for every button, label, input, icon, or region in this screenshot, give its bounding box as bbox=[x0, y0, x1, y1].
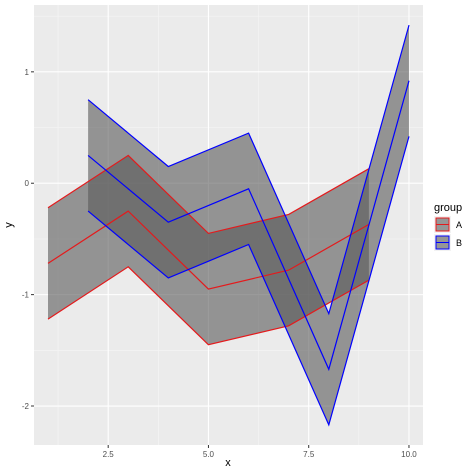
x-tick-label: 2.5 bbox=[103, 450, 115, 459]
y-axis-title: y bbox=[3, 222, 15, 228]
ribbon-bands bbox=[48, 25, 409, 425]
legend-title: group bbox=[434, 202, 462, 214]
y-axis-ticks: -2 -1 0 1 bbox=[22, 68, 34, 411]
y-tick-label: 1 bbox=[25, 68, 30, 77]
y-tick-label: 0 bbox=[25, 179, 30, 188]
y-tick-label: -2 bbox=[22, 402, 30, 411]
ribbon-lower-edge-b bbox=[87, 136, 410, 427]
ribbon-upper-edge-b bbox=[87, 24, 410, 316]
series-line-b bbox=[87, 80, 410, 372]
x-tick-label: 5.0 bbox=[203, 450, 215, 459]
ribbon-band-b bbox=[88, 25, 409, 425]
x-tick-label: 10.0 bbox=[401, 450, 417, 459]
x-axis-ticks: 2.5 5.0 7.5 10.0 bbox=[103, 445, 417, 459]
y-tick-label: -1 bbox=[22, 291, 30, 300]
legend-label-b: B bbox=[456, 238, 462, 248]
series-line-a bbox=[47, 210, 370, 290]
x-tick-label: 7.5 bbox=[303, 450, 315, 459]
ribbon-upper-edge-a bbox=[47, 154, 370, 235]
series-lines bbox=[47, 24, 410, 427]
x-axis-title: x bbox=[225, 457, 231, 469]
legend-label-a: A bbox=[456, 220, 462, 230]
legend: group AB bbox=[434, 202, 462, 251]
ribbon-lower-edge-a bbox=[47, 266, 370, 346]
